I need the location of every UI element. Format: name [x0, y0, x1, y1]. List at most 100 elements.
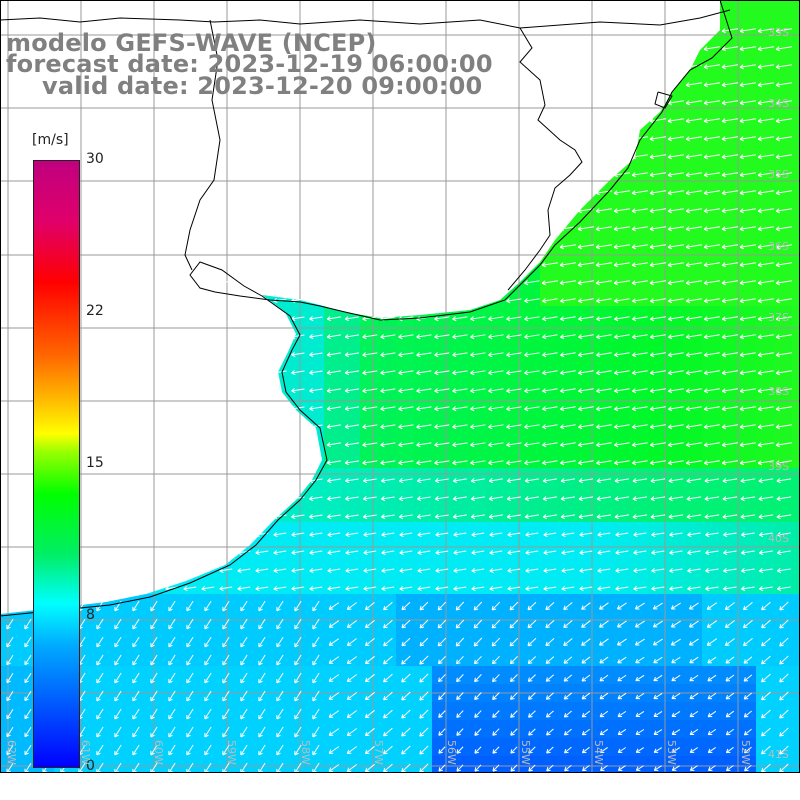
wind-arrow [474, 655, 482, 665]
wind-arrow [419, 655, 429, 665]
wind-arrow [685, 244, 702, 250]
wind-arrow [725, 692, 735, 700]
lat-label: 40S [768, 532, 789, 545]
wind-arrow [739, 460, 756, 466]
wind-arrow [509, 637, 519, 647]
wind-arrow [613, 208, 630, 214]
wind-arrow [577, 226, 594, 232]
wind-arrow [168, 600, 176, 612]
wind-arrow [510, 710, 518, 718]
wind-arrow [685, 100, 702, 106]
wind-arrow [491, 637, 501, 647]
wind-arrow [401, 745, 411, 755]
wind-arrow [434, 388, 450, 394]
wind-arrow [614, 478, 630, 484]
wind-arrow [739, 190, 756, 196]
wind-arrow [757, 28, 774, 34]
wind-arrow [470, 460, 486, 466]
wind-arrow [632, 478, 648, 484]
wind-arrow [703, 118, 720, 124]
wind-arrow [132, 744, 140, 756]
wind-arrow [578, 496, 594, 502]
wind-arrow [578, 478, 594, 484]
wind-arrow [668, 478, 684, 484]
wind-arrow [419, 673, 429, 683]
wind-arrow [24, 655, 32, 666]
wind-arrow [240, 672, 248, 684]
wind-arrow [492, 674, 500, 683]
wind-arrow [775, 352, 792, 358]
wind-arrow [510, 728, 518, 736]
wind-arrow [635, 729, 645, 735]
lon-label: 53W [665, 740, 678, 765]
wind-arrow [416, 388, 432, 394]
wind-arrow [276, 726, 284, 738]
wind-arrow [204, 690, 212, 702]
colorbar-tick-22: 22 [86, 303, 104, 319]
wind-arrow [634, 638, 645, 646]
wind-arrow [685, 190, 702, 196]
wind-arrow [705, 586, 719, 592]
wind-arrow [560, 388, 576, 394]
wind-arrow [617, 656, 627, 664]
wind-arrow [685, 172, 702, 178]
wind-arrow [779, 673, 789, 683]
wind-arrow [578, 352, 594, 358]
wind-arrow [703, 406, 720, 412]
wind-arrow [150, 600, 158, 612]
wind-arrow [706, 602, 718, 610]
wind-arrow [614, 514, 630, 520]
wind-arrow [721, 370, 738, 376]
wind-arrow [707, 765, 716, 771]
wind-arrow [488, 460, 504, 466]
wind-arrow [492, 692, 500, 700]
lon-label: 58W [299, 740, 312, 765]
wind-arrow [669, 585, 683, 592]
wind-arrow [542, 334, 558, 340]
wind-arrow [455, 637, 465, 647]
wind-arrow [685, 298, 702, 304]
wind-arrow [739, 136, 756, 142]
wind-arrow [456, 746, 464, 754]
wind-arrow [346, 602, 357, 610]
wind-arrow [237, 585, 251, 592]
wind-arrow [222, 744, 230, 756]
wind-arrow [506, 514, 521, 520]
wind-arrow [527, 692, 536, 700]
wind-arrow [617, 692, 627, 700]
wind-arrow [419, 727, 429, 737]
wind-arrow [757, 280, 774, 286]
wind-arrow [667, 388, 684, 394]
wind-arrow [703, 226, 720, 232]
wind-arrow [757, 64, 774, 70]
wind-arrow [416, 370, 432, 376]
wind-arrow [312, 744, 320, 756]
wind-arrow [381, 567, 395, 574]
wind-arrow [739, 118, 756, 124]
wind-arrow [652, 638, 663, 646]
wind-arrow [470, 478, 485, 484]
wind-arrow [597, 585, 611, 592]
wind-arrow [186, 744, 194, 756]
wind-arrow [438, 692, 446, 700]
wind-arrow [559, 280, 576, 286]
wind-arrow [560, 352, 576, 358]
wind-arrow [615, 585, 629, 592]
wind-arrow [739, 154, 756, 160]
wind-arrow [114, 672, 122, 684]
wind-arrow [667, 370, 684, 376]
wind-arrow [632, 496, 648, 502]
wind-arrow [723, 568, 737, 574]
wind-arrow [563, 656, 573, 664]
wind-arrow [599, 656, 609, 664]
wind-arrow [599, 620, 609, 628]
wind-arrow [739, 172, 756, 178]
wind-arrow [706, 620, 718, 628]
wind-arrow [434, 496, 449, 502]
wind-arrow [649, 262, 666, 268]
wind-arrow [240, 654, 248, 666]
wind-arrow [524, 370, 540, 376]
wind-arrow [741, 532, 755, 538]
wind-arrow [294, 636, 302, 648]
wind-arrow [741, 586, 755, 592]
